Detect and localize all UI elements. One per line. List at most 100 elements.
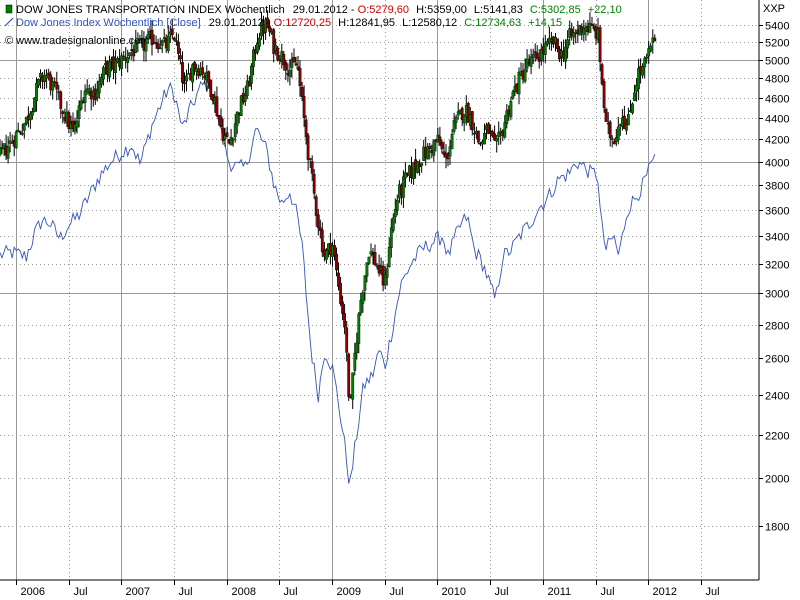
- x-tick-label: 2009: [337, 586, 361, 598]
- candle-body: [460, 107, 464, 120]
- candle-body: [314, 196, 318, 216]
- candle-body: [402, 176, 405, 198]
- candle-body: [337, 272, 340, 287]
- candle-body: [351, 372, 355, 400]
- candle-body: [39, 73, 42, 78]
- candle-body: [166, 35, 170, 51]
- legend-name: DOW JONES TRANSPORTATION INDEX Wöchentli…: [16, 4, 285, 16]
- candle-body: [247, 81, 251, 87]
- x-tick-label: Jul: [179, 586, 193, 598]
- candle-body: [245, 80, 249, 97]
- candle-body: [304, 119, 308, 138]
- candle-body: [582, 28, 586, 35]
- y-tick-label: 3000: [765, 289, 789, 301]
- candle-body: [55, 81, 59, 90]
- candle-body: [231, 138, 235, 141]
- y-tick-label: 2200: [765, 431, 789, 443]
- candle-body: [221, 127, 225, 141]
- y-tick-label: 4200: [765, 135, 789, 147]
- candle-body: [602, 81, 606, 108]
- candle-body: [365, 262, 369, 277]
- candle-body: [67, 112, 71, 129]
- candle-body: [566, 39, 570, 49]
- candle-body: [73, 124, 77, 132]
- y-tick-label: 5200: [765, 38, 789, 50]
- x-tick-label: Jul: [495, 586, 509, 598]
- candle-body: [162, 37, 166, 39]
- candle-body: [503, 122, 507, 138]
- legend-entry-transport: DOW JONES TRANSPORTATION INDEX Wöchentli…: [16, 4, 622, 16]
- candle-body: [219, 116, 223, 127]
- x-tick-label: 2008: [232, 586, 256, 598]
- candle-body: [462, 114, 466, 124]
- candle-body: [170, 28, 174, 36]
- legend-entry-djia: Dow Jones Index Wöchentlich [Close] 29.0…: [16, 17, 562, 29]
- candle-body: [610, 138, 614, 140]
- symbol-label: XXP: [763, 3, 785, 15]
- candle-body: [134, 40, 138, 53]
- candle-body: [533, 51, 537, 54]
- candle-body: [572, 32, 576, 38]
- candle-body: [114, 60, 118, 74]
- y-tick-label: 4000: [765, 158, 789, 170]
- candle-body: [95, 90, 99, 99]
- candle-body: [312, 174, 316, 194]
- candle-body: [412, 162, 415, 180]
- candle-body: [185, 75, 188, 82]
- legend-high: H:5359,00: [416, 4, 467, 16]
- x-tick-label: Jul: [706, 586, 720, 598]
- candle-body: [509, 101, 513, 118]
- candle-body: [357, 313, 361, 344]
- candle-body: [193, 61, 196, 70]
- candle-body: [146, 34, 150, 40]
- candle-body: [643, 57, 647, 68]
- candle-body: [276, 47, 280, 60]
- legend-name: Dow Jones Index Wöchentlich [Close]: [16, 17, 201, 29]
- y-tick-label: 3400: [765, 232, 789, 244]
- candle-body: [353, 352, 357, 371]
- x-tick-label: Jul: [74, 586, 88, 598]
- candle-body: [6, 146, 10, 159]
- candle-body: [497, 132, 501, 137]
- candle-body: [25, 116, 28, 125]
- y-tick-label: 3200: [765, 260, 789, 272]
- candle-body: [75, 120, 79, 128]
- y-tick-label: 4600: [765, 94, 789, 106]
- candle-body: [258, 37, 261, 47]
- candle-body: [333, 245, 336, 257]
- candle-body: [256, 42, 259, 53]
- candle-body: [320, 229, 324, 253]
- candle-body: [416, 161, 419, 174]
- candle-body: [51, 81, 55, 91]
- legend-open: O:5279,60: [358, 4, 409, 16]
- candle-body: [341, 301, 344, 314]
- candle-body: [0, 147, 4, 150]
- candle-body: [385, 268, 389, 278]
- candle-body: [383, 274, 387, 286]
- candle-body: [201, 67, 205, 75]
- candle-body: [450, 134, 454, 149]
- candle-body: [160, 40, 164, 46]
- candle-body: [120, 55, 124, 69]
- candle-body: [355, 342, 359, 353]
- legend-high: H:12841,95: [338, 17, 395, 29]
- candle-body: [87, 88, 91, 93]
- candle-body: [489, 130, 492, 133]
- candle-body: [233, 123, 237, 138]
- candle-body: [495, 137, 499, 142]
- candle-body: [272, 29, 276, 54]
- candle-body: [126, 57, 130, 64]
- candle-body: [395, 199, 399, 211]
- candle-body: [45, 75, 49, 79]
- candle-body: [239, 95, 243, 117]
- candle-body: [209, 79, 213, 97]
- legend-date: 29.01.2012: [293, 4, 348, 16]
- x-tick-label: Jul: [601, 586, 615, 598]
- candle-body: [158, 47, 162, 50]
- candle-body: [531, 54, 535, 58]
- candle-body: [61, 111, 65, 114]
- legend-low: L:12580,12: [402, 17, 457, 29]
- candle-body: [249, 65, 253, 84]
- x-tick-label: 2012: [653, 586, 677, 598]
- candle-body: [539, 49, 543, 61]
